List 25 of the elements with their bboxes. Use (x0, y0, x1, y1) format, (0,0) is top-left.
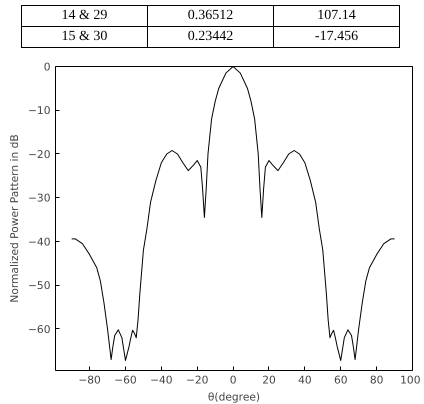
y-tick-label: −40 (28, 235, 51, 248)
y-tick-label: −30 (28, 192, 51, 205)
x-tick-label: 0 (230, 374, 237, 386)
x-tick-label: 20 (262, 374, 276, 386)
text: 0.23442 (148, 26, 274, 48)
y-tick-label: −20 (28, 148, 51, 161)
x-tick-label: 80 (370, 374, 384, 386)
text: 107.14 (274, 6, 400, 26)
y-tick-label: −10 (28, 104, 51, 118)
x-tick-label: −60 (114, 374, 137, 386)
x-axis-title: θ(degree) (208, 390, 260, 404)
x-tick-label: −40 (150, 374, 173, 386)
y-tick-label: −50 (28, 279, 51, 292)
y-tick-label: −60 (28, 322, 51, 336)
text: 14 & 29 (22, 6, 148, 26)
text: 15 & 30 (22, 26, 148, 48)
x-tick-label: 60 (334, 374, 348, 386)
x-tick-label: −20 (186, 374, 209, 386)
y-tick-label: 0 (44, 60, 51, 74)
x-tick-label: 40 (298, 374, 312, 386)
y-axis-title: Normalized Power Pattern in dB (8, 134, 22, 303)
text: -17.456 (274, 26, 400, 48)
x-tick-label: −80 (78, 374, 102, 386)
text: 0.36512 (148, 6, 274, 26)
x-tick-label: 100 (400, 374, 421, 386)
